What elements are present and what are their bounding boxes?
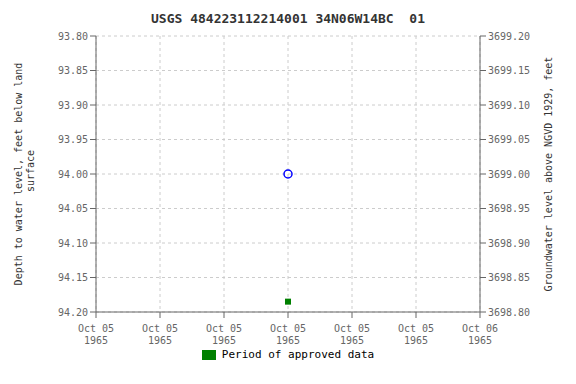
html-text:USGS 484223112214001 34N06W14B: USGS 484223112214001 34N06W14BC 01 [151, 11, 425, 26]
svg-text:Oct 051965: Oct 051965 [142, 323, 178, 346]
html-text:Period of approved data: Period of approved data [221, 348, 375, 361]
svg-text:Oct 051965: Oct 051965 [334, 323, 370, 346]
svg-text:93.80: 93.80 [58, 31, 88, 42]
svg-text:Oct 061965: Oct 061965 [462, 323, 498, 346]
svg-text:94.20: 94.20 [58, 307, 88, 318]
svg-text:Oct 051965: Oct 051965 [398, 323, 434, 346]
svg-text:94.05: 94.05 [58, 203, 88, 214]
svg-text:Depth to water level, feet bel: Depth to water level, feet below land su… [13, 63, 36, 286]
svg-text:Oct 051965: Oct 051965 [206, 323, 242, 346]
svg-text:93.85: 93.85 [58, 65, 88, 76]
svg-text:3699.05: 3699.05 [488, 134, 530, 145]
svg-text:94.00: 94.00 [58, 169, 88, 180]
svg-text:Oct 051965: Oct 051965 [78, 323, 114, 346]
svg-text:94.15: 94.15 [58, 272, 88, 283]
svg-text:3699.10: 3699.10 [488, 100, 530, 111]
svg-text:3699.20: 3699.20 [488, 31, 530, 42]
svg-text:3699.15: 3699.15 [488, 65, 530, 76]
svg-text:3698.90: 3698.90 [488, 238, 530, 249]
svg-text:3699.00: 3699.00 [488, 169, 530, 180]
svg-text:Oct 051965: Oct 051965 [270, 323, 306, 346]
svg-text:93.95: 93.95 [58, 134, 88, 145]
svg-text:94.10: 94.10 [58, 238, 88, 249]
svg-text:Groundwater level above NGVD 1: Groundwater level above NGVD 1929, feet [543, 57, 554, 292]
svg-text:3698.80: 3698.80 [488, 307, 530, 318]
svg-text:93.90: 93.90 [58, 100, 88, 111]
svg-text:3698.95: 3698.95 [488, 203, 530, 214]
svg-text:3698.85: 3698.85 [488, 272, 530, 283]
